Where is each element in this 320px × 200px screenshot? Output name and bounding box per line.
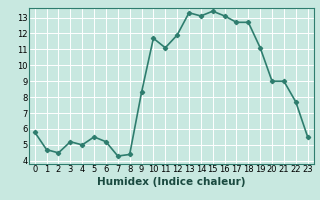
X-axis label: Humidex (Indice chaleur): Humidex (Indice chaleur) xyxy=(97,177,245,187)
